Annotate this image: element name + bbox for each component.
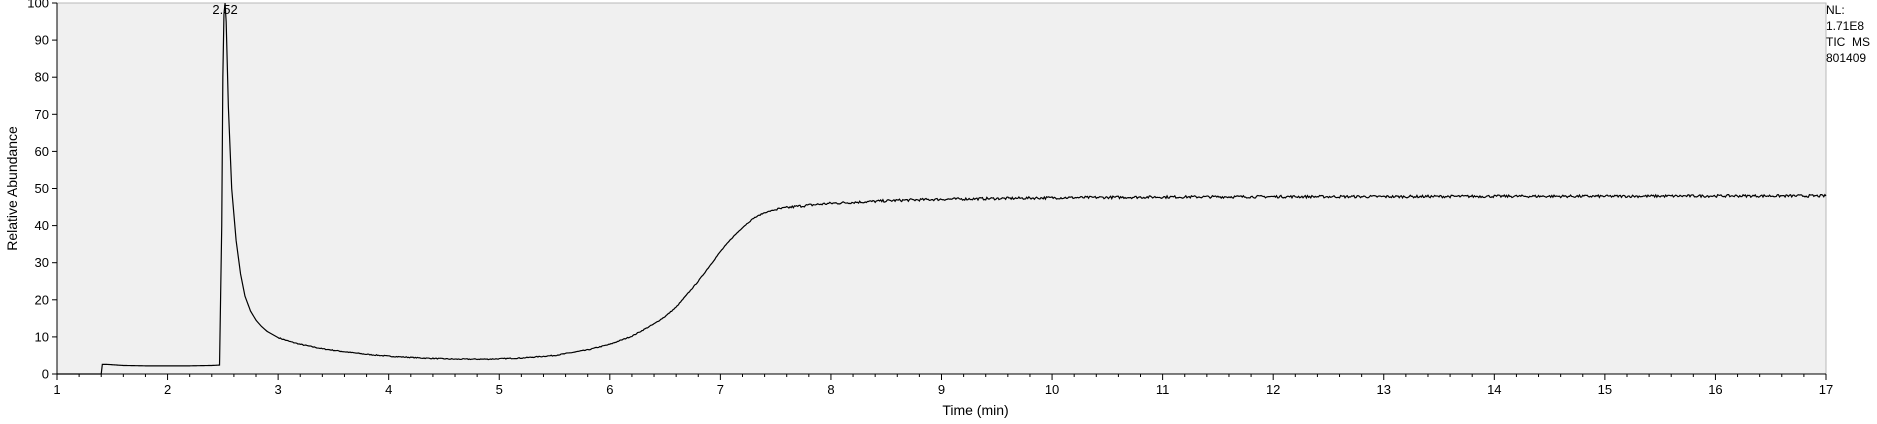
plot-area [56,2,1827,375]
x-tick-label: 7 [717,382,724,397]
x-tick-label: 5 [496,382,503,397]
x-tick-label: 2 [164,382,171,397]
y-tick-label: 50 [35,181,49,196]
x-tick-label: 13 [1377,382,1391,397]
y-tick-label: 20 [35,292,49,307]
y-tick-label: 90 [35,33,49,48]
tic-trace-line [57,2,1827,375]
x-tick-label: 1 [53,382,60,397]
y-tick-label: 30 [35,255,49,270]
x-tick-label: 16 [1708,382,1722,397]
x-tick-label: 17 [1819,382,1833,397]
x-tick-label: 15 [1598,382,1612,397]
y-tick-label: 40 [35,218,49,233]
x-tick-label: 3 [275,382,282,397]
y-tick-label: 100 [27,0,49,11]
y-axis-title: Relative Abundance [4,126,20,251]
y-tick-label: 60 [35,144,49,159]
x-tick-label: 4 [385,382,392,397]
y-tick-label: 70 [35,107,49,122]
scan-filter: TIC MS [1826,34,1870,50]
x-tick-label: 14 [1487,382,1501,397]
y-tick-label: 10 [35,329,49,344]
y-tick-label: 0 [42,367,49,382]
nl-value: 1.71E8 [1826,19,1865,33]
info-panel: NL: 1.71E8 TIC MS 801409 [1826,2,1876,66]
x-tick-label: 11 [1156,382,1170,397]
x-tick-label: 10 [1045,382,1059,397]
ms-label: MS [1852,35,1870,49]
file-name: 801409 [1826,51,1867,65]
y-tick-label: 80 [35,70,49,85]
peak-label: 2.52 [212,2,237,17]
y-axis-ticks: 0 10 20 30 40 50 60 70 80 90 100 [27,0,57,382]
x-tick-label: 9 [938,382,945,397]
tic-label: TIC [1826,35,1846,49]
x-axis-ticks: 1 2 3 4 5 6 7 8 9 10 11 12 13 14 15 16 17 [53,374,1833,397]
x-tick-label: 8 [827,382,834,397]
x-tick-label: 12 [1266,382,1280,397]
x-axis-title: Time (min) [942,402,1008,418]
x-tick-label: 6 [606,382,613,397]
nl-label: NL: [1826,3,1845,17]
